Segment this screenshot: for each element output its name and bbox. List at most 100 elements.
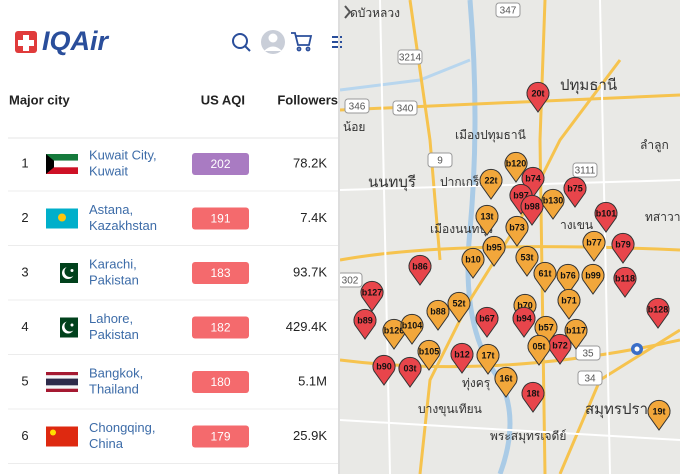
map-marker[interactable]: b75: [563, 176, 587, 208]
marker-label: b77: [586, 237, 602, 247]
map-marker[interactable]: b105: [417, 339, 441, 371]
aqi-badge: [192, 425, 249, 448]
marker-label: 20t: [531, 88, 544, 98]
flag-part: [46, 372, 78, 376]
place-label: ทสาวา: [645, 210, 680, 224]
road-shield: 340: [392, 100, 418, 116]
marker-label: b10: [465, 254, 481, 264]
map-marker[interactable]: b127: [360, 280, 384, 312]
marker-label: b127: [362, 287, 383, 297]
map-marker[interactable]: b77: [582, 230, 606, 262]
map-marker[interactable]: b126: [382, 318, 406, 350]
road-shield: 3214: [397, 49, 423, 65]
map-marker[interactable]: 05t: [527, 334, 551, 366]
map-marker[interactable]: 52t: [447, 291, 471, 323]
map-marker[interactable]: b130: [541, 188, 565, 220]
map-marker[interactable]: b71: [557, 288, 581, 320]
column-header: US AQI: [201, 92, 245, 107]
map-marker[interactable]: b67: [475, 306, 499, 338]
city-name: Karachi,: [89, 256, 137, 271]
map-marker[interactable]: b95: [482, 235, 506, 267]
aqi-value: 191: [210, 212, 230, 226]
cart-icon[interactable]: [291, 32, 313, 52]
map-marker[interactable]: b76: [556, 263, 580, 295]
flag: [46, 154, 78, 174]
map-marker[interactable]: b86: [408, 254, 432, 286]
menu-icon[interactable]: [332, 36, 342, 48]
marker-label: b89: [357, 315, 373, 325]
map-marker[interactable]: b88: [426, 299, 450, 331]
road-shield-bg: [575, 345, 601, 361]
marker-label: b76: [560, 270, 576, 280]
map-marker[interactable]: b117: [564, 318, 588, 350]
marker-label: 16t: [499, 373, 512, 383]
map-marker[interactable]: 03t: [398, 356, 422, 388]
marker-label: b57: [538, 322, 554, 332]
road-number: 347: [500, 6, 517, 17]
logo[interactable]: IQAir: [15, 26, 110, 56]
locate-button[interactable]: [631, 343, 643, 355]
map-marker[interactable]: b99: [581, 263, 605, 295]
map-marker[interactable]: 22t: [479, 168, 503, 200]
map-marker[interactable]: b94: [512, 306, 536, 338]
city-name: Kuwait City,: [89, 147, 157, 162]
road-shield-bg: [427, 152, 453, 168]
city-row[interactable]: 2 Astana,Kazakhstan 191 7.4K: [21, 202, 327, 233]
marker-label: b97: [513, 190, 529, 200]
map-marker[interactable]: b90: [372, 354, 396, 386]
map-marker[interactable]: 17t: [476, 343, 500, 375]
map-marker[interactable]: 18t: [521, 381, 545, 413]
map-marker[interactable]: b57: [534, 315, 558, 347]
map-marker[interactable]: b120: [504, 151, 528, 183]
flag-part: [70, 269, 74, 272]
country-name: China: [89, 436, 124, 451]
map-marker[interactable]: b98: [520, 194, 544, 226]
map-marker[interactable]: b128: [646, 297, 670, 329]
avatar-icon[interactable]: [261, 30, 285, 54]
city-row[interactable]: 5 Bangkok,Thailand 180 5.1M: [21, 365, 327, 396]
map-marker[interactable]: b118: [613, 266, 637, 298]
road-number: 340: [397, 104, 414, 115]
road-number: 9: [437, 156, 443, 167]
road-shield-bg: [344, 98, 370, 114]
map-marker[interactable]: 19t: [647, 399, 671, 431]
city-row[interactable]: 1 Kuwait City,Kuwait 202 78.2K: [21, 147, 327, 178]
map-marker[interactable]: b79: [611, 232, 635, 264]
map-marker[interactable]: b101: [594, 201, 618, 233]
marker-label: b94: [516, 313, 532, 323]
city-row[interactable]: 4 Lahore,Pakistan 182 429.4K: [21, 311, 327, 342]
marker-label: 61t: [538, 268, 551, 278]
search-icon[interactable]: [232, 33, 251, 52]
map-marker[interactable]: 53t: [515, 245, 539, 277]
marker-pin: [400, 313, 424, 345]
map-marker[interactable]: b12: [450, 342, 474, 374]
place-label: เมืองปทุมธานี: [455, 128, 526, 143]
map-marker[interactable]: 16t: [494, 366, 518, 398]
marker-label: b86: [412, 261, 428, 271]
map-marker[interactable]: b89: [353, 308, 377, 340]
city-row[interactable]: 3 Karachi,Pakistan 183 93.7K: [21, 256, 327, 287]
country-name: Pakistan: [89, 272, 139, 287]
marker-pin: [527, 334, 551, 366]
city-row[interactable]: 6 Chongqing,China 179 25.9K: [21, 420, 327, 451]
map-marker[interactable]: b74: [521, 166, 545, 198]
rank: 6: [21, 428, 28, 443]
aqi-badge: [192, 153, 249, 175]
marker-pin: [408, 254, 432, 286]
marker-label: b101: [596, 208, 617, 218]
map-marker[interactable]: b104: [400, 313, 424, 345]
marker-pin: [450, 342, 474, 374]
rank: 4: [21, 319, 28, 334]
marker-label: b104: [402, 320, 423, 330]
place-label: ลำลูก: [640, 138, 669, 153]
map-marker[interactable]: 61t: [533, 261, 557, 293]
collapse-arrow[interactable]: [344, 5, 352, 19]
map-marker[interactable]: 20t: [526, 81, 550, 113]
map-marker[interactable]: b10: [461, 247, 485, 279]
country-name: Thailand: [89, 381, 139, 396]
map-marker[interactable]: b73: [505, 215, 529, 247]
map-marker[interactable]: 13t: [475, 204, 499, 236]
marker-pin: [382, 318, 406, 350]
followers: 429.4K: [286, 319, 328, 334]
marker-pin: [594, 201, 618, 233]
